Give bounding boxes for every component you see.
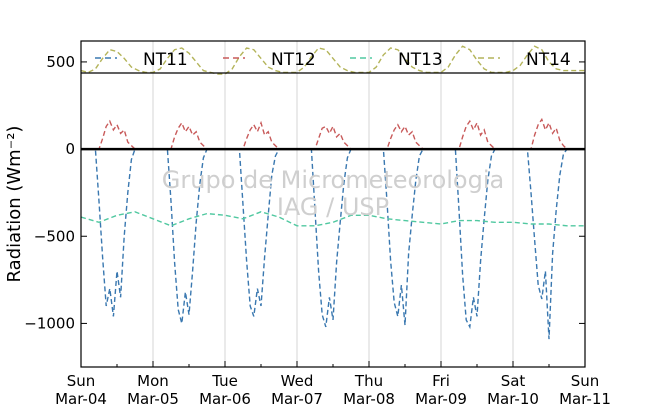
series-nt13: [80, 211, 585, 227]
x-tick-label-day: Fri: [432, 372, 450, 390]
watermark-line-1: Grupo de Micrometeorologia: [162, 166, 504, 194]
watermark: Grupo de Micrometeorologia IAG / USP: [162, 166, 504, 221]
y-axis: 500 0 −500 −1000: [24, 53, 585, 332]
x-tick-label-day: Thu: [354, 372, 383, 390]
watermark-line-2: IAG / USP: [277, 193, 389, 221]
x-tick-label-day: Sat: [501, 372, 526, 390]
y-axis-label: Radiation (Wm⁻²): [4, 126, 25, 283]
y-tick-label: 0: [65, 140, 75, 158]
x-tick-label-day: Wed: [281, 372, 314, 390]
legend-label-nt11: NT11: [143, 50, 188, 70]
x-tick-label-day: Mon: [137, 372, 169, 390]
x-tick-label-date: Mar-05: [127, 390, 179, 408]
x-tick-label-date: Mar-10: [487, 390, 539, 408]
x-tick-label-date: Mar-08: [343, 390, 395, 408]
legend-label-nt13: NT13: [398, 50, 443, 70]
y-tick-label: 500: [46, 53, 75, 71]
x-tick-label-date: Mar-04: [55, 390, 107, 408]
x-tick-label-date: Mar-06: [199, 390, 251, 408]
series-nt12: [81, 117, 585, 150]
x-tick-label-date: Mar-09: [415, 390, 467, 408]
series-nt11: [81, 148, 571, 340]
y-tick-label: −500: [34, 227, 75, 245]
x-tick-label-day: Sun: [571, 372, 600, 390]
x-tick-label-date: Mar-07: [271, 390, 323, 408]
x-tick-label-day: Tue: [211, 372, 238, 390]
legend-label-nt12: NT12: [271, 50, 316, 70]
x-axis: SunMar-04MonMar-05TueMar-06WedMar-07ThuM…: [55, 361, 611, 408]
legend: NT11 NT12 NT13 NT14: [95, 50, 571, 70]
legend-label-nt14: NT14: [526, 50, 571, 70]
x-tick-label-day: Sun: [67, 372, 96, 390]
y-tick-label: −1000: [24, 314, 75, 332]
x-tick-label-date: Mar-11: [559, 390, 611, 408]
grid-lines: [152, 41, 514, 367]
